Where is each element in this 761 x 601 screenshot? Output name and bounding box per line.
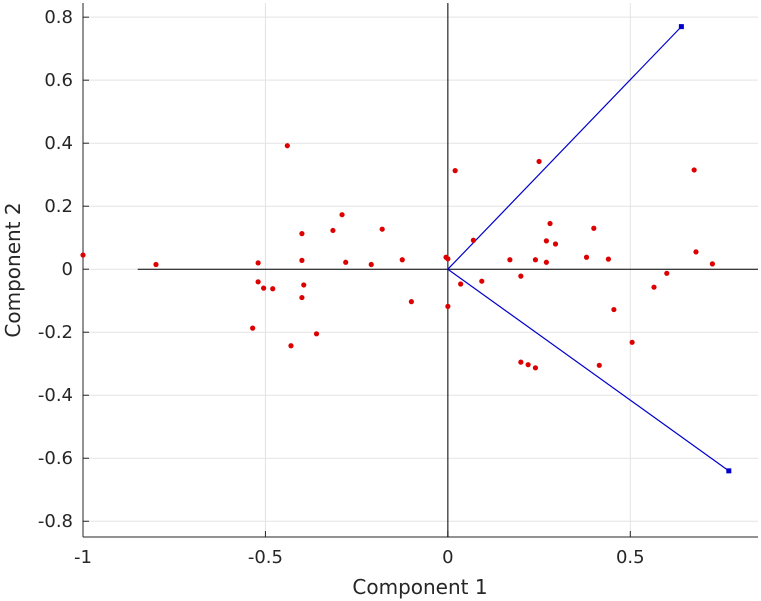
tick-labels: -1 -0.5 0 0.5 0.8 0.6 0.4 0.2 0 -0.2 -0.4 -0.6 -0.8 <box>38 7 645 568</box>
grid-lines <box>82 3 758 537</box>
score-point <box>270 286 276 292</box>
loading-vector-line <box>447 268 730 472</box>
score-point <box>547 220 553 227</box>
score-point <box>691 167 697 173</box>
score-point <box>536 158 542 165</box>
score-point <box>299 294 305 301</box>
score-point <box>368 261 374 268</box>
score-point <box>255 279 261 285</box>
y-tick-label: 0.8 <box>44 7 73 28</box>
score-point <box>445 303 451 309</box>
loading-vector-line <box>447 26 682 270</box>
x-axis-label: Component 1 <box>352 575 487 599</box>
y-tick-label: -0.2 <box>38 322 73 343</box>
x-tick-label: 0.5 <box>616 547 645 568</box>
score-point <box>629 339 635 345</box>
score-point <box>339 212 345 218</box>
score-point <box>605 256 612 262</box>
score-point <box>261 285 267 291</box>
y-axis-label: Component 2 <box>1 202 25 337</box>
axes <box>82 3 758 538</box>
score-point <box>611 306 617 313</box>
y-tick-label: -0.8 <box>38 511 73 532</box>
score-point <box>343 259 349 265</box>
score-point <box>532 257 539 263</box>
score-point <box>552 241 559 247</box>
score-point <box>299 231 305 237</box>
score-points <box>80 143 715 371</box>
score-point <box>379 226 385 232</box>
score-point <box>408 299 414 305</box>
score-point <box>479 278 485 284</box>
x-tick-label: -0.5 <box>248 547 283 568</box>
score-point <box>458 281 464 287</box>
score-point <box>288 343 294 349</box>
loading-vector-endpoint <box>678 24 684 30</box>
score-point <box>330 227 336 234</box>
y-tick-label: 0 <box>62 259 73 280</box>
score-point <box>651 284 657 290</box>
score-point <box>532 365 539 371</box>
zero-lines <box>137 3 758 537</box>
score-point <box>399 257 405 263</box>
score-point <box>543 238 549 244</box>
score-point <box>664 270 670 276</box>
y-tick-label: -0.4 <box>38 385 73 406</box>
score-point <box>301 282 307 288</box>
y-tick-label: -0.6 <box>38 448 73 469</box>
score-point <box>543 259 549 265</box>
score-point <box>518 359 524 365</box>
score-point <box>470 237 477 243</box>
score-point <box>518 273 524 279</box>
score-point <box>693 249 699 255</box>
score-point <box>583 254 590 260</box>
score-point <box>445 256 451 262</box>
y-tick-label: 0.4 <box>44 133 73 154</box>
score-point <box>507 257 513 263</box>
y-tick-label: 0.6 <box>44 70 73 91</box>
y-tick-label: 0.2 <box>44 196 73 217</box>
score-point <box>591 225 597 231</box>
x-tick-label: -1 <box>74 547 92 568</box>
score-point <box>255 260 261 266</box>
score-point <box>250 325 256 331</box>
score-point <box>80 252 86 258</box>
score-point <box>525 362 531 368</box>
score-point <box>709 261 715 267</box>
score-point <box>284 143 290 149</box>
loading-vector-endpoint <box>726 468 732 474</box>
loading-vectors <box>447 24 732 474</box>
score-point <box>596 362 602 368</box>
x-tick-label: 0 <box>442 547 453 568</box>
score-point <box>452 168 458 174</box>
score-point <box>153 261 159 268</box>
score-point <box>299 257 305 263</box>
score-point <box>313 331 320 337</box>
